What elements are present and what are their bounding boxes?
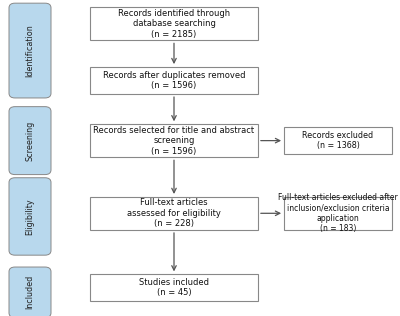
Text: Studies included
(n = 45): Studies included (n = 45)	[139, 278, 209, 297]
Text: Records selected for title and abstract
screening
(n = 1596): Records selected for title and abstract …	[94, 126, 254, 155]
Text: Screening: Screening	[26, 120, 34, 161]
FancyBboxPatch shape	[90, 274, 258, 301]
Text: Included: Included	[26, 275, 34, 309]
FancyBboxPatch shape	[9, 178, 51, 255]
Text: Full-text articles
assessed for eligibility
(n = 228): Full-text articles assessed for eligibil…	[127, 198, 221, 228]
Text: Eligibility: Eligibility	[26, 198, 34, 235]
Text: Identification: Identification	[26, 24, 34, 77]
FancyBboxPatch shape	[284, 127, 392, 154]
FancyBboxPatch shape	[90, 124, 258, 157]
FancyBboxPatch shape	[90, 7, 258, 40]
FancyBboxPatch shape	[9, 3, 51, 98]
Text: Records excluded
(n = 1368): Records excluded (n = 1368)	[302, 131, 374, 150]
Text: Records identified through
database searching
(n = 2185): Records identified through database sear…	[118, 9, 230, 39]
FancyBboxPatch shape	[9, 267, 51, 316]
FancyBboxPatch shape	[284, 197, 392, 230]
Text: Full-text articles excluded after
inclusion/exclusion criteria
application
(n = : Full-text articles excluded after inclus…	[278, 193, 398, 234]
FancyBboxPatch shape	[90, 67, 258, 94]
Text: Records after duplicates removed
(n = 1596): Records after duplicates removed (n = 15…	[103, 71, 245, 90]
FancyBboxPatch shape	[9, 107, 51, 174]
FancyBboxPatch shape	[90, 197, 258, 230]
